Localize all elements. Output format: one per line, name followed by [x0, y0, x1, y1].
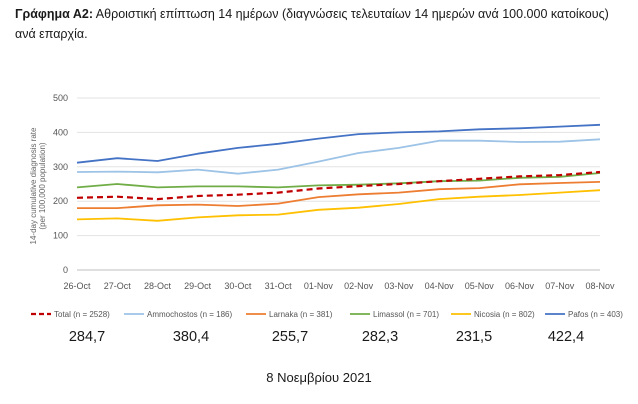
- x-tick-label: 06-Nov: [505, 281, 535, 291]
- x-tick-label: 27-Oct: [104, 281, 132, 291]
- caption-text: Αθροιστική επίπτωση 14 ημέρων (διαγνώσει…: [15, 7, 609, 41]
- legend-label: Larnaka (n = 381): [269, 310, 333, 319]
- x-tick-label: 30-Oct: [224, 281, 252, 291]
- series-lines: [76, 123, 601, 222]
- line-chart: 0 100 200 300 400 500 26-Oct 27-Oct 28-Oct 29-Oc…: [29, 93, 623, 319]
- y-tick-label: 200: [53, 196, 68, 206]
- series-line-pafos: [76, 123, 601, 164]
- summary-values: 284,7 380,4 255,7 282,3 231,5 422,4: [0, 329, 638, 351]
- summary-value-ammochostos: 380,4: [172, 329, 210, 345]
- series-line-ammochostos: [76, 138, 601, 175]
- summary-value-nicosia: 231,5: [455, 329, 493, 345]
- legend-label: Total (n = 2528): [54, 310, 110, 319]
- figure-caption: Γράφημα Α2: Αθροιστική επίπτωση 14 ημέρω…: [15, 4, 625, 44]
- y-tick-label: 400: [53, 127, 68, 137]
- y-tick-label: 300: [53, 162, 68, 172]
- x-tick-label: 31-Oct: [265, 281, 293, 291]
- legend: Total (n = 2528) Ammochostos (n = 186) Lar…: [31, 310, 623, 319]
- gridlines: [77, 97, 600, 271]
- x-tick-label: 05-Nov: [465, 281, 495, 291]
- series-line-total: [76, 170, 601, 201]
- y-tick-label: 500: [53, 93, 68, 103]
- x-tick-label: 04-Nov: [425, 281, 455, 291]
- caption-prefix: Γράφημα Α2:: [15, 7, 93, 21]
- x-tick-label: 08-Nov: [585, 281, 615, 291]
- x-tick-label: 28-Oct: [144, 281, 172, 291]
- y-tick-label: 0: [63, 265, 68, 275]
- series-line-nicosia: [76, 189, 601, 222]
- series-line-larnaka: [77, 181, 601, 210]
- x-tick-label: 29-Oct: [184, 281, 212, 291]
- x-axis-ticks: 26-Oct 27-Oct 28-Oct 29-Oct 30-Oct 31-Oct 01-N…: [63, 281, 615, 291]
- summary-value-larnaka: 255,7: [271, 329, 309, 345]
- summary-value-limassol: 282,3: [361, 329, 399, 345]
- legend-label: Limassol (n = 701): [373, 310, 439, 319]
- legend-label: Nicosia (n = 802): [474, 310, 535, 319]
- legend-label: Pafos (n = 403): [568, 310, 623, 319]
- summary-value-pafos: 422,4: [547, 329, 585, 345]
- legend-label: Ammochostos (n = 186): [147, 310, 232, 319]
- x-tick-label: 01-Nov: [304, 281, 334, 291]
- summary-value-total: 284,7: [68, 329, 106, 345]
- series-line-limassol: [76, 172, 601, 189]
- x-tick-label: 26-Oct: [63, 281, 91, 291]
- x-tick-label: 03-Nov: [384, 281, 414, 291]
- y-axis-ticks: 0 100 200 300 400 500: [53, 93, 68, 275]
- x-tick-label: 02-Nov: [344, 281, 374, 291]
- y-tick-label: 100: [53, 231, 68, 241]
- report-date: 8 Νοεμβρίου 2021: [266, 370, 372, 385]
- x-tick-label: 07-Nov: [545, 281, 575, 291]
- y-axis-label: 14-day cumulative diagnosis rate(per 100…: [29, 127, 47, 245]
